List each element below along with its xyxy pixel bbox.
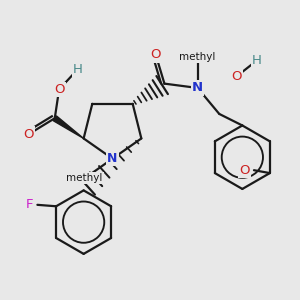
Text: H: H xyxy=(252,54,262,67)
Text: H: H xyxy=(73,63,83,76)
Text: methyl: methyl xyxy=(66,173,103,183)
Text: O: O xyxy=(151,48,161,61)
Text: O: O xyxy=(54,83,64,96)
Text: N: N xyxy=(107,152,118,165)
Text: N: N xyxy=(192,82,203,94)
Polygon shape xyxy=(53,116,84,139)
Text: F: F xyxy=(26,198,33,211)
Text: O: O xyxy=(231,70,242,83)
Text: O: O xyxy=(24,128,34,141)
Text: methyl: methyl xyxy=(179,52,216,62)
Text: O: O xyxy=(239,164,250,177)
